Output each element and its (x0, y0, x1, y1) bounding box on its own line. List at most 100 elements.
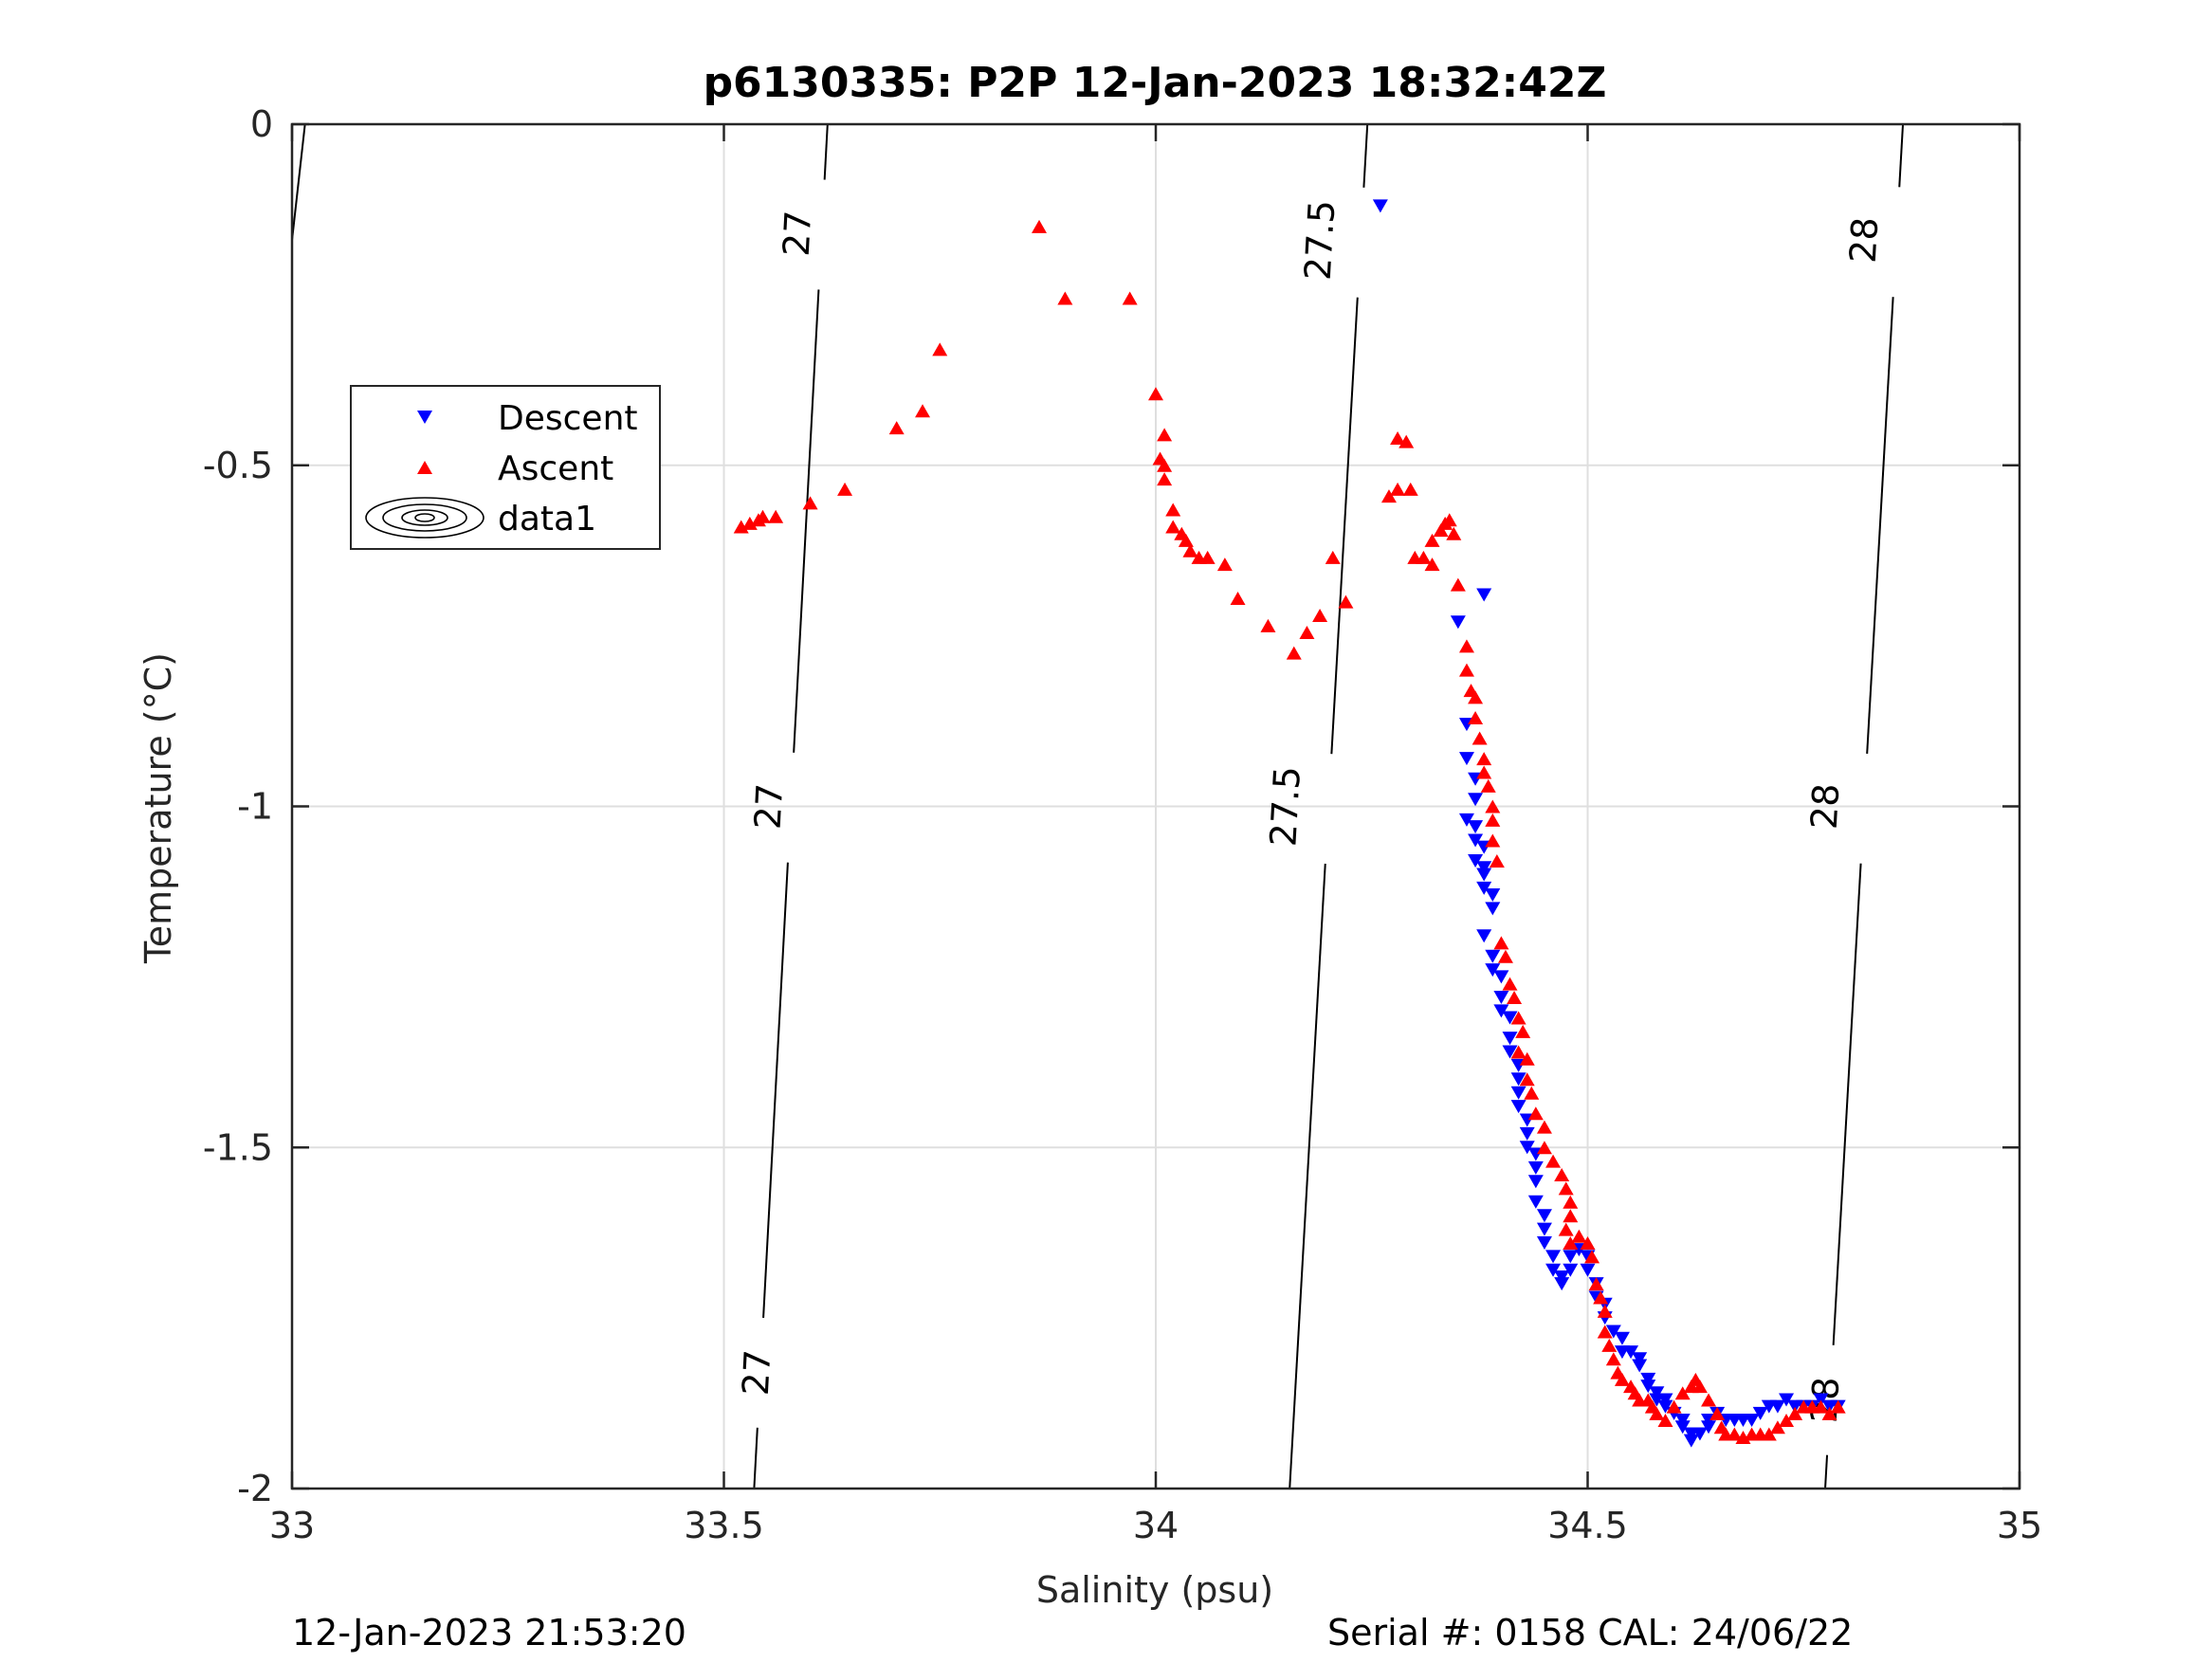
descent-point (1468, 820, 1484, 834)
y-tick-label: 0 (250, 103, 273, 145)
ascent-point (1433, 523, 1449, 538)
ascent-point (1545, 1154, 1562, 1168)
x-tick-label: 34 (1133, 1505, 1179, 1546)
isopycnal-label: 27 (747, 782, 792, 831)
descent-point (1476, 861, 1492, 875)
descent-point (1545, 1263, 1562, 1277)
ascent-point (1649, 1406, 1665, 1420)
ascent-point (1497, 949, 1513, 963)
isopycnal-line (823, 124, 829, 180)
ascent-point (1468, 710, 1484, 724)
ascent-point (1485, 799, 1501, 813)
descent-point (1640, 1380, 1656, 1394)
ascent-point (1527, 1106, 1544, 1121)
ascent-point (1821, 1406, 1837, 1420)
descent-point (1691, 1427, 1708, 1441)
legend-label: Ascent (498, 449, 613, 488)
ascent-point (1032, 219, 1048, 233)
descent-point (1476, 868, 1492, 882)
ascent-point (1485, 833, 1501, 848)
isopycnal-line (292, 124, 306, 241)
descent-point (1674, 1420, 1691, 1435)
ascent-point (1148, 387, 1163, 401)
ascent-point (1813, 1399, 1829, 1414)
ascent-point (1657, 1414, 1673, 1428)
isopycnal-line (1330, 297, 1359, 755)
ascent-point (1480, 778, 1496, 793)
ascent-point (1588, 1277, 1604, 1291)
ascent-point (1489, 854, 1505, 868)
descent-point (1536, 1209, 1552, 1223)
isopycnal-line (793, 289, 820, 753)
isopycnal-label: 27.5 (1297, 199, 1344, 282)
ascent-point (1216, 557, 1233, 572)
ascent-point (1493, 936, 1509, 950)
descent-point (1779, 1393, 1795, 1407)
legend-box (350, 385, 661, 550)
legend-contour-marker (365, 497, 484, 539)
ascent-point (1424, 533, 1440, 547)
ascent-point (1165, 520, 1181, 534)
ascent-point (1524, 1086, 1540, 1100)
ascent-point (1597, 1304, 1613, 1318)
descent-point (1450, 615, 1466, 630)
x-axis-label: Salinity (psu) (1036, 1569, 1273, 1611)
descent-point (1614, 1331, 1630, 1345)
ascent-point (1390, 430, 1406, 445)
ascent-point (1157, 472, 1173, 486)
descent-point (1502, 1032, 1518, 1046)
ascent-point (1510, 1045, 1526, 1059)
ascent-point (1424, 557, 1440, 572)
ascent-point (888, 421, 905, 435)
ascent-point (1157, 428, 1173, 442)
ascent-point (1450, 577, 1466, 592)
ascent-point (1446, 526, 1462, 540)
ascent-point (1390, 482, 1406, 496)
descent-point (1485, 902, 1501, 916)
ascent-point (1458, 663, 1474, 677)
ascent-point (1402, 482, 1418, 496)
x-tick-label: 34.5 (1547, 1505, 1628, 1546)
descent-point (1519, 1126, 1535, 1141)
ascent-point (1165, 503, 1181, 517)
descent-point (1527, 1195, 1544, 1209)
isopycnal-label: 27.5 (1262, 765, 1308, 848)
ascent-point (915, 404, 931, 418)
ascent-point (1338, 594, 1354, 609)
ascent-point (1787, 1406, 1803, 1420)
ascent-point (1674, 1386, 1691, 1400)
legend-label: Descent (498, 399, 638, 438)
isopycnal-label: 28 (1803, 782, 1848, 831)
ascent-point (1605, 1352, 1621, 1366)
descent-point (1536, 1235, 1552, 1250)
ascent-point (1769, 1420, 1785, 1435)
ascent-point (1558, 1181, 1574, 1196)
x-tick-label: 33 (269, 1505, 315, 1546)
descent-point (1674, 1414, 1691, 1428)
ascent-point (1476, 752, 1492, 766)
isopycnal-label: 27 (735, 1348, 779, 1397)
ascent-point (755, 509, 771, 523)
y-tick-label: -1.5 (203, 1126, 273, 1168)
ascent-point (1701, 1393, 1717, 1407)
descent-point (1554, 1277, 1570, 1291)
y-tick-label: -0.5 (203, 445, 273, 486)
isopycnal-line (753, 1427, 759, 1489)
descent-point (1485, 888, 1501, 903)
isopycnal-label: 27 (776, 210, 820, 258)
descent-point (1510, 1100, 1526, 1114)
descent-point (1657, 1393, 1673, 1407)
ascent-point (1735, 1431, 1751, 1445)
ascent-point (1519, 1051, 1535, 1066)
footer-timestamp: 12-Jan-2023 21:53:20 (292, 1612, 686, 1654)
ascent-point (837, 482, 853, 496)
descent-point (1649, 1386, 1665, 1400)
descent-point (1458, 752, 1474, 766)
ascent-point (1536, 1141, 1552, 1155)
ascent-point (1563, 1195, 1579, 1209)
ascent-point (1510, 1011, 1526, 1025)
ascent-point (1571, 1229, 1587, 1243)
ascent-point (1614, 1372, 1630, 1386)
